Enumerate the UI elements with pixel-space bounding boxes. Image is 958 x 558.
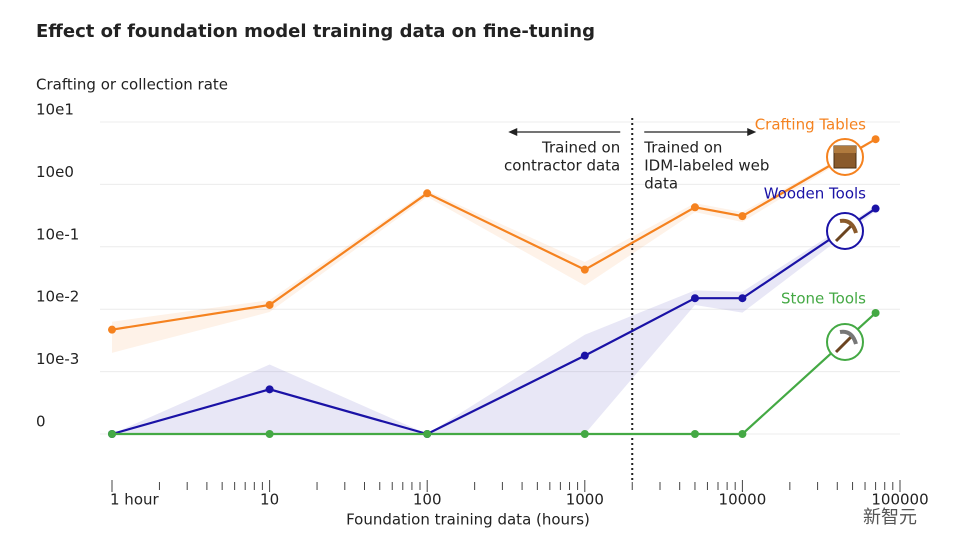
y-axis-label: Crafting or collection rate xyxy=(36,76,228,94)
data-point xyxy=(580,265,589,274)
data-point xyxy=(738,430,747,438)
y-tick-label: 10e-3 xyxy=(36,350,79,368)
data-point xyxy=(690,203,699,212)
data-point xyxy=(265,385,274,394)
annotation: Trained on xyxy=(643,139,722,157)
data-point xyxy=(108,325,116,334)
data-point xyxy=(265,430,274,438)
data-point xyxy=(423,430,432,438)
data-point xyxy=(738,294,747,303)
icon-handle xyxy=(834,223,854,243)
annotation: IDM-labeled web xyxy=(644,157,769,175)
y-tick-label: 10e1 xyxy=(36,101,74,119)
icon-head xyxy=(839,218,858,234)
x-axis-label: Foundation training data (hours) xyxy=(346,511,590,529)
data-point xyxy=(108,430,116,438)
data-point xyxy=(871,204,880,213)
data-point xyxy=(580,430,589,438)
watermark: 新智元 xyxy=(863,507,917,528)
chart-title: Effect of foundation model training data… xyxy=(36,21,595,42)
data-point xyxy=(580,351,589,360)
series-label: Wooden Tools xyxy=(764,185,866,203)
annotation: contractor data xyxy=(504,157,620,175)
y-tick-label: 10e-1 xyxy=(36,225,79,243)
icon-head xyxy=(839,329,858,345)
annotation: Trained on xyxy=(541,139,620,157)
arrow-head xyxy=(747,128,757,136)
data-point xyxy=(423,189,432,198)
annotation: data xyxy=(644,175,678,193)
x-tick-label: 100 xyxy=(413,491,442,509)
x-tick-label: 100000 xyxy=(871,491,928,509)
series-label: Stone Tools xyxy=(781,290,866,308)
x-tick-label: 10000 xyxy=(719,491,767,509)
data-point xyxy=(265,300,274,309)
y-tick-label: 0 xyxy=(36,413,46,431)
series-label: Crafting Tables xyxy=(755,116,866,134)
x-tick-label: 1000 xyxy=(566,491,604,509)
data-point xyxy=(871,135,880,144)
data-point xyxy=(690,430,699,438)
arrow-head xyxy=(508,128,518,136)
y-tick-label: 10e-2 xyxy=(36,288,79,306)
confidence-band xyxy=(112,206,876,434)
confidence-band xyxy=(112,138,876,353)
y-tick-label: 10e0 xyxy=(36,163,74,181)
data-point xyxy=(690,294,699,303)
x-tick-label: 1 hour xyxy=(110,491,160,509)
x-tick-label: 10 xyxy=(260,491,279,509)
icon-handle xyxy=(834,334,854,354)
icon-table-top xyxy=(834,146,856,153)
data-point xyxy=(738,212,747,221)
data-point xyxy=(871,308,880,317)
